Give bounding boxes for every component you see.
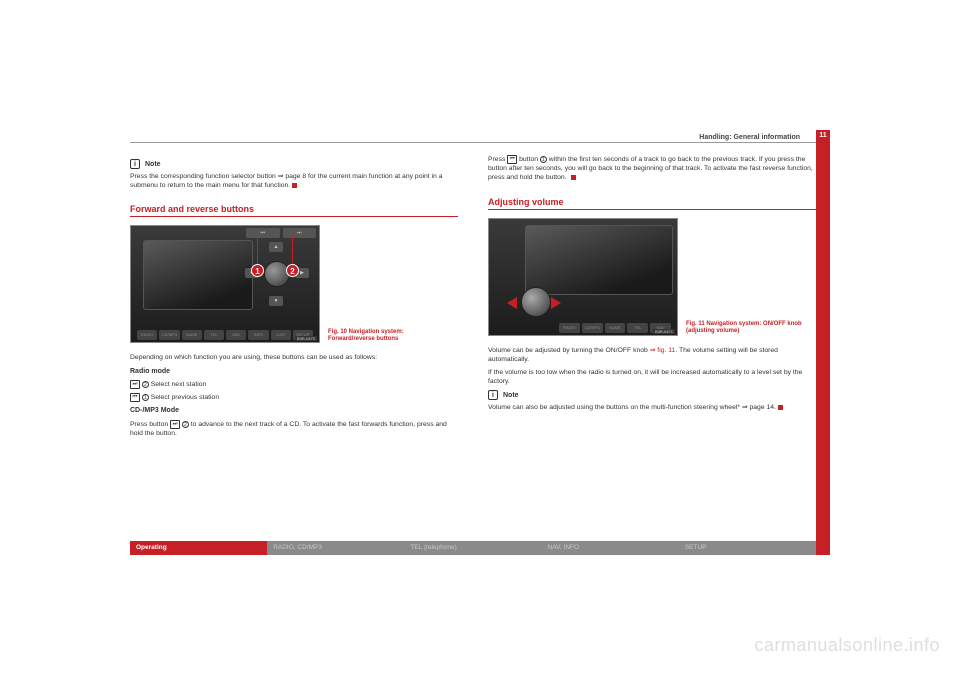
- down-arrow-icon: ▼: [269, 296, 283, 306]
- volume-p1: Volume can be adjusted by turning the ON…: [488, 346, 816, 364]
- cd-mode-text: Press button ⏭ 2 to advance to the next …: [130, 420, 458, 438]
- device-bottom-buttons: RADIO CD/MP3 NAME TEL NAV INFO CAR SETUP: [137, 330, 313, 340]
- right-column: Press ⏮ button 1 within the first ten se…: [488, 155, 816, 555]
- note-body-2: Volume can also be adjusted using the bu…: [488, 403, 816, 412]
- volume-arrow-left-icon: [507, 297, 517, 309]
- watermark: carmanualsonline.info: [754, 635, 940, 656]
- section-rule-2: [488, 209, 816, 210]
- device-image-2: RADIO CD/MP3 NAME TEL NAV B3R-0471: [489, 219, 677, 335]
- volume-p2: If the volume is too low when the radio …: [488, 368, 816, 386]
- up-arrow-icon: ▲: [269, 242, 283, 252]
- note-body: Press the corresponding function selecto…: [130, 172, 458, 190]
- prev-btn-icon-top: ⏮: [507, 155, 517, 164]
- footer-tabs: Operating RADIO, CD/MP3 TEL (telephone) …: [130, 541, 816, 555]
- end-square-icon: [292, 183, 297, 188]
- volume-arrow-right-icon: [551, 297, 561, 309]
- side-red-bar: [816, 130, 830, 555]
- circle-2-ref: 2: [142, 381, 149, 388]
- callout-line-2: [292, 236, 293, 266]
- next-btn-icon-cd: ⏭: [170, 420, 180, 429]
- device-image: ⏮ ⏭ ◀ ▶ ▲ ▼ RADIO CD/MP3: [131, 226, 319, 342]
- tab-tel[interactable]: TEL (telephone): [404, 541, 541, 555]
- content-columns: i Note Press the corresponding function …: [130, 155, 816, 555]
- figure-10-row: ⏮ ⏭ ◀ ▶ ▲ ▼ RADIO CD/MP3: [130, 225, 458, 343]
- figure-11-row: RADIO CD/MP3 NAME TEL NAV B3R-0471 Fig. …: [488, 218, 816, 336]
- circle-2-ref-cd: 2: [182, 421, 189, 428]
- prev-track-button: ⏮: [246, 228, 280, 238]
- page: Handling: General information 11 i Note …: [130, 130, 830, 555]
- end-square-icon: [571, 175, 576, 180]
- left-column: i Note Press the corresponding function …: [130, 155, 458, 555]
- section-title-volume: Adjusting volume: [488, 197, 816, 207]
- cd-mode-head: CD-/MP3 Mode: [130, 406, 458, 415]
- page-number: 11: [816, 130, 830, 142]
- note-label-2: Note: [503, 392, 519, 399]
- fig-link: ⇒ fig. 11: [650, 347, 676, 354]
- note-heading: i Note: [130, 159, 458, 169]
- header-rule: [130, 142, 816, 143]
- prev-btn-icon: ⏮: [130, 393, 140, 402]
- volume-knob: [521, 287, 551, 317]
- figure-10-label: B3R-0470: [295, 336, 317, 341]
- next-track-button: ⏭: [283, 228, 317, 238]
- next-btn-icon: ⏭: [130, 380, 140, 389]
- radio-next-line: ⏭ 2 Select next station: [130, 380, 458, 389]
- section-rule: [130, 216, 458, 217]
- figure-11-label: B3R-0471: [653, 329, 675, 334]
- callout-line-1: [257, 236, 258, 266]
- device-screen: [143, 240, 253, 310]
- info-icon: i: [130, 159, 140, 169]
- figure-11: RADIO CD/MP3 NAME TEL NAV B3R-0471: [488, 218, 678, 336]
- tab-radio[interactable]: RADIO, CD/MP3: [267, 541, 404, 555]
- note-label: Note: [145, 161, 161, 168]
- tab-setup[interactable]: SETUP: [679, 541, 816, 555]
- rotary-knob: [264, 261, 290, 287]
- section-title-forward: Forward and reverse buttons: [130, 204, 458, 214]
- figure-11-caption: Fig. 11 Navigation system: ON/OFF knob (…: [686, 321, 806, 335]
- figure-10-caption: Fig. 10 Navigation system: Forward/rever…: [328, 329, 448, 343]
- radio-mode-head: Radio mode: [130, 367, 458, 376]
- header-title: Handling: General information: [699, 134, 800, 141]
- note-heading-2: i Note: [488, 390, 816, 400]
- end-square-icon: [778, 405, 783, 410]
- device-screen-2: [525, 225, 673, 295]
- tab-nav[interactable]: NAV, INFO: [542, 541, 679, 555]
- radio-prev-line: ⏮ 1 Select previous station: [130, 393, 458, 402]
- circle-1-ref: 1: [142, 394, 149, 401]
- info-icon: i: [488, 390, 498, 400]
- tab-operating[interactable]: Operating: [130, 541, 267, 555]
- reverse-text: Press ⏮ button 1 within the first ten se…: [488, 155, 816, 183]
- fig10-intro: Depending on which function you are usin…: [130, 353, 458, 362]
- circle-1-ref-top: 1: [540, 156, 547, 163]
- figure-10: ⏮ ⏭ ◀ ▶ ▲ ▼ RADIO CD/MP3: [130, 225, 320, 343]
